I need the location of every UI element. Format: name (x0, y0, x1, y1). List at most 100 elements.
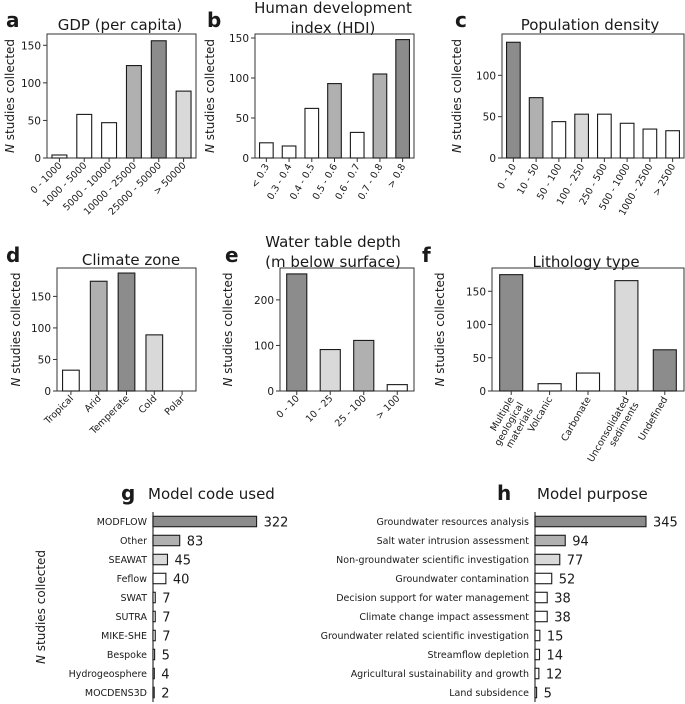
hbar (152, 686, 155, 699)
chart-title: Lithology type (532, 253, 639, 271)
data-label: 2 (161, 687, 169, 702)
panel-g: g Model code used MODFLOW 322 Other 83 SEAWAT 4… (34, 481, 288, 702)
panel-b: b Human development index (HDI) 0 50 100 150 N … (203, 0, 415, 202)
x-category-label: > 0.8 (386, 162, 409, 190)
y-tick-label: 150 (31, 291, 51, 303)
bar (76, 113, 93, 159)
panel-letter-g: g (121, 481, 135, 505)
chart-title: Model purpose (537, 485, 648, 503)
x-category-label-line: Arid (83, 393, 104, 414)
x-category-label-line: 0 - 10 (496, 162, 519, 191)
y-axis-label-rest: studies collected (34, 550, 48, 651)
data-label: 94 (572, 535, 589, 550)
hbar (534, 686, 538, 699)
hbar (534, 572, 553, 585)
bar (499, 274, 524, 392)
data-label: 45 (174, 554, 191, 569)
chart-title: GDP (per capita) (58, 16, 183, 34)
bar (505, 41, 521, 159)
y-tick-label: 50 (38, 354, 51, 366)
bar (574, 113, 589, 159)
y-axis-label-n: N (221, 374, 235, 387)
hbar (152, 553, 169, 566)
data-label: 52 (559, 573, 576, 588)
x-category-label-line: < 0.3 (249, 162, 272, 190)
y-tick-label: 200 (254, 295, 274, 307)
y-tick-label: 100 (476, 70, 496, 82)
y-tick-label: 50 (473, 353, 486, 365)
y-category-label: SEAWAT (109, 555, 148, 566)
bar (528, 97, 544, 159)
data-label: 4 (161, 668, 169, 683)
bar (258, 142, 274, 159)
bar (101, 122, 118, 159)
x-category-label-line: Cold (137, 393, 160, 416)
hbar (534, 591, 548, 604)
x-category-label: > 100 (374, 393, 402, 421)
bar (286, 273, 308, 392)
x-category-label-line: 25 - 100 (333, 393, 369, 429)
bar (281, 145, 297, 159)
y-tick-label: 150 (466, 286, 486, 298)
x-category-label: 10 - 25 (304, 393, 336, 425)
x-category-label-line: 10 - 25 (304, 393, 336, 425)
x-category-label-line: Polar (163, 393, 188, 418)
panel-letter-e: e (225, 243, 239, 267)
y-tick-label: 0 (479, 386, 486, 398)
x-category-label: Unconsolidatedsediments (586, 395, 642, 470)
y-axis-label: N studies collected (450, 39, 464, 153)
hbar (534, 610, 548, 623)
y-axis-label-rest: studies collected (221, 272, 235, 373)
panel-a: a GDP (per capita) 0 50 100 150 N studies coll… (3, 8, 197, 218)
bar (327, 83, 342, 159)
x-category-label-line: Carbonate (559, 395, 593, 444)
panel-letter-b: b (207, 8, 221, 32)
bar (117, 272, 136, 392)
y-tick-label: 100 (229, 73, 249, 85)
y-tick-label: 0 (242, 153, 249, 165)
y-axis-label-rest: studies collected (203, 39, 217, 140)
hbar (534, 515, 647, 528)
bar (619, 122, 635, 159)
panel-h: h Model purpose Groundwater resources anal… (321, 481, 678, 702)
plot-frame (501, 33, 685, 159)
y-axis-label: N studies collected (221, 272, 235, 386)
y-axis-label-n: N (450, 140, 464, 153)
bar (51, 154, 68, 159)
bar (665, 130, 680, 159)
y-tick-label: 100 (254, 340, 274, 352)
bar (596, 113, 612, 159)
x-category-label: Cold (137, 393, 160, 416)
x-category-label: Arid (83, 393, 104, 414)
bar (89, 280, 108, 392)
x-category-label: 25 - 100 (333, 393, 369, 429)
y-category-label: MOCDENS3D (85, 688, 147, 699)
data-label: 38 (554, 611, 571, 626)
bar (304, 107, 320, 159)
y-category-label: Land subsidence (449, 688, 529, 699)
hbar (152, 667, 155, 680)
x-category-label: Carbonate (559, 395, 593, 444)
y-axis-label-rest: studies collected (3, 39, 17, 140)
y-axis-label-rest: studies collected (450, 39, 464, 140)
y-axis-label-rest: studies collected (9, 272, 23, 373)
y-axis-label-n: N (433, 374, 447, 387)
y-category-label: SWAT (121, 593, 148, 604)
hbar (534, 629, 541, 642)
y-category-label: Feflow (117, 574, 148, 585)
y-tick-label: 0 (34, 153, 41, 165)
data-label: 77 (567, 554, 584, 569)
y-tick-label: 50 (236, 113, 249, 125)
y-axis-label: N studies collected (433, 272, 447, 386)
bar (319, 348, 341, 392)
data-label: 322 (264, 516, 289, 531)
y-category-label: Climate change impact assessment (359, 612, 529, 623)
y-tick-label: 100 (31, 323, 51, 335)
y-axis-label-n: N (34, 651, 48, 664)
y-category-label: MIKE-SHE (101, 631, 147, 642)
y-axis-label-rest: studies collected (433, 272, 447, 373)
y-category-label: Groundwater resources analysis (376, 517, 529, 528)
y-tick-label: 50 (483, 112, 496, 124)
plot-frame (279, 267, 415, 392)
x-category-label-line: Tropical (42, 393, 76, 427)
